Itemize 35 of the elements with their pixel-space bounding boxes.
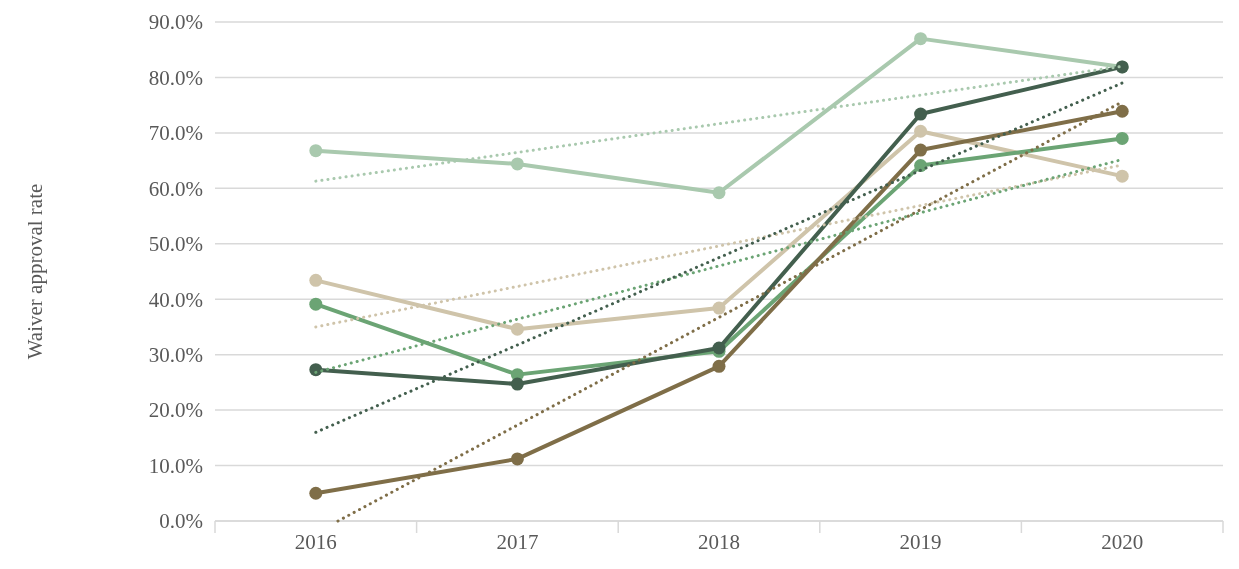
- point: [1115, 169, 1129, 183]
- point: [712, 359, 726, 373]
- x-tick-label: 2019: [899, 530, 942, 554]
- point: [1115, 131, 1129, 145]
- point: [309, 486, 323, 500]
- point: [510, 452, 524, 466]
- y-tick-label: 50.0%: [148, 232, 203, 257]
- point: [309, 273, 323, 287]
- y-tick-label: 10.0%: [148, 453, 203, 478]
- y-tick-label: 80.0%: [148, 65, 203, 90]
- point: [914, 107, 928, 121]
- point: [510, 322, 524, 336]
- point: [1115, 104, 1129, 118]
- y-axis-title: Waiver approval rate: [23, 183, 47, 360]
- y-tick-label: 20.0%: [148, 398, 203, 423]
- point: [712, 301, 726, 315]
- y-tick-label: 30.0%: [148, 343, 203, 368]
- point: [712, 186, 726, 200]
- x-tick-label: 2017: [496, 530, 539, 554]
- x-tick-label: 2016: [294, 530, 337, 554]
- point: [914, 159, 928, 173]
- point: [914, 124, 928, 138]
- point: [510, 157, 524, 171]
- y-tick-label: 40.0%: [148, 287, 203, 312]
- point: [510, 377, 524, 391]
- y-tick-label: 70.0%: [148, 121, 203, 146]
- x-tick-label: 2018: [698, 530, 740, 554]
- y-tick-label: 60.0%: [148, 176, 203, 201]
- x-tick-label: 2020: [1101, 530, 1144, 554]
- point: [309, 297, 323, 311]
- point: [914, 32, 928, 46]
- point: [914, 143, 928, 157]
- y-tick-label: 90.0%: [148, 10, 203, 35]
- y-tick-label: 0.0%: [159, 509, 203, 534]
- point: [309, 144, 323, 158]
